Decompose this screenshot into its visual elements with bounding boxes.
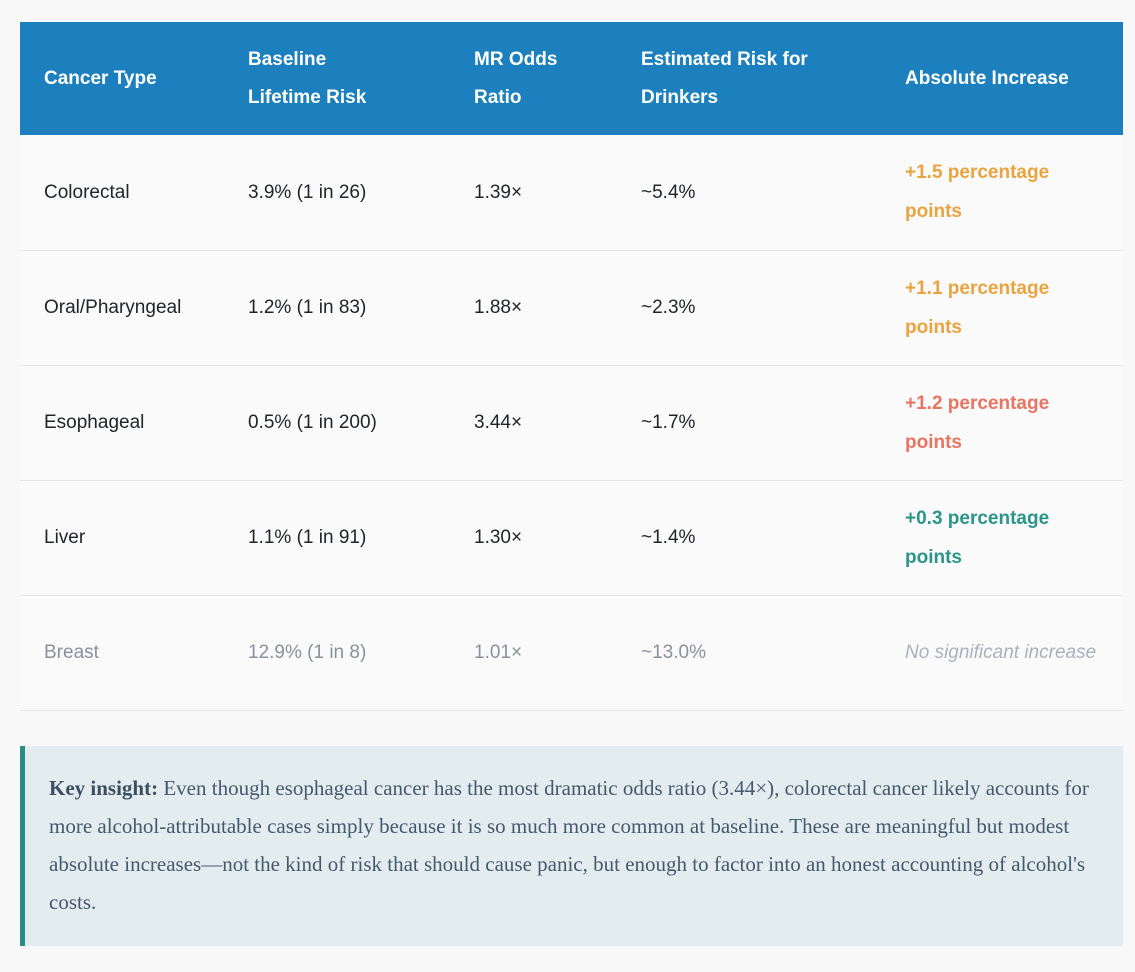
cell-baseline-risk: 12.9% (1 in 8) [248,642,367,663]
cell-odds-ratio: 1.88× [474,297,523,318]
column-header-cancer-type: Cancer Type [20,22,224,135]
cell-estimated-risk: ~5.4% [641,181,696,203]
cell-estimated-risk: ~2.3% [641,297,696,318]
cell-baseline-risk: 0.5% (1 in 200) [248,412,377,433]
cell-baseline-risk: 3.9% (1 in 26) [248,181,367,203]
cell-estimated-risk: ~1.4% [641,527,696,548]
table-row-esophageal: Esophageal 0.5% (1 in 200) 3.44× ~1.7% +… [20,365,1123,480]
cell-cancer-type: Breast [44,642,99,663]
column-header-estimated-risk-for-drinkers: Estimated Risk for Drinkers [617,22,881,135]
cell-absolute-increase: No significant increase [881,595,1123,710]
absolute-increase-value: +0.3 percentage points [905,507,1050,568]
cell-cancer-type: Liver [44,527,86,548]
cell-cancer-type: Oral/Pharyngeal [44,297,182,318]
cell-estimated-risk: ~13.0% [641,642,706,663]
absolute-increase-value: +1.1 percentage points [905,277,1050,338]
table-row-colorectal: Colorectal 3.9% (1 in 26) 1.39× ~5.4% +1… [20,135,1123,250]
cell-odds-ratio: 1.39× [474,181,523,203]
cell-baseline-risk: 1.1% (1 in 91) [248,527,367,548]
cell-odds-ratio: 1.01× [474,642,523,663]
cell-cancer-type: Colorectal [44,181,130,203]
absolute-increase-value: No significant increase [905,642,1097,663]
table-header-row: Cancer Type Baseline Lifetime Risk MR Od… [20,22,1123,135]
cell-odds-ratio: 1.30× [474,527,523,548]
column-header-baseline-lifetime-risk: Baseline Lifetime Risk [224,22,450,135]
column-header-mr-odds-ratio: MR Odds Ratio [450,22,617,135]
cell-estimated-risk: ~1.7% [641,412,696,433]
table-row-liver: Liver 1.1% (1 in 91) 1.30× ~1.4% +0.3 pe… [20,480,1123,595]
column-header-absolute-increase: Absolute Increase [881,22,1123,135]
absolute-increase-value: +1.5 percentage points [905,162,1050,223]
key-insight-body: Even though esophageal cancer has the mo… [49,775,1089,914]
absolute-increase-value: +1.2 percentage points [905,392,1050,453]
cell-absolute-increase: +1.5 percentage points [881,135,1123,250]
key-insight-callout: Key insight: Even though esophageal canc… [20,745,1123,946]
cancer-risk-table: Cancer Type Baseline Lifetime Risk MR Od… [20,22,1123,711]
table-row-breast: Breast 12.9% (1 in 8) 1.01× ~13.0% No si… [20,595,1123,710]
cell-baseline-risk: 1.2% (1 in 83) [248,297,367,318]
key-insight-paragraph: Key insight: Even though esophageal canc… [49,769,1095,921]
cell-odds-ratio: 3.44× [474,412,523,433]
cell-absolute-increase: +0.3 percentage points [881,480,1123,595]
cell-absolute-increase: +1.2 percentage points [881,365,1123,480]
cell-cancer-type: Esophageal [44,412,145,433]
key-insight-label: Key insight: [49,775,159,800]
table-row-oral-pharyngeal: Oral/Pharyngeal 1.2% (1 in 83) 1.88× ~2.… [20,250,1123,365]
cell-absolute-increase: +1.1 percentage points [881,250,1123,365]
